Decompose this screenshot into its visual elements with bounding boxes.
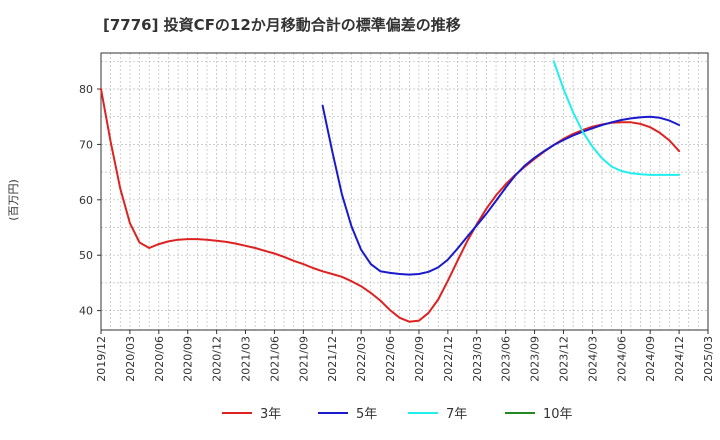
legend-label-1: 3年: [260, 407, 281, 422]
x-tick-label: 2022/03: [355, 336, 368, 382]
x-tick-label: 2025/03: [702, 336, 715, 382]
x-tick-label: 2024/09: [644, 336, 657, 382]
grid-lines: [100, 53, 709, 330]
x-tick-label: 2019/12: [95, 336, 108, 382]
chart-title: [7776] 投資CFの12か月移動合計の標準偏差の推移: [103, 16, 461, 34]
x-axis-ticks: 2019/12 2020/03 2020/06 2020/09 2020/12 2021/…: [95, 330, 715, 382]
y-tick-label: 70: [79, 138, 93, 151]
x-tick-label: 2021/03: [240, 336, 253, 382]
x-tick-label: 2021/06: [268, 336, 281, 382]
legend-label-4: 10年: [543, 407, 573, 422]
x-tick-label: 2023/03: [471, 336, 484, 382]
series-line-3: [552, 60, 681, 176]
y-tick-label: 80: [79, 83, 93, 96]
x-tick-label: 2023/12: [557, 336, 570, 382]
x-tick-label: 2024/06: [615, 336, 628, 382]
x-tick-label: 2023/09: [529, 336, 542, 382]
x-tick-label: 2022/06: [384, 336, 397, 382]
x-tick-label: 2022/09: [413, 336, 426, 382]
series-lines: [100, 60, 681, 323]
y-axis-ticks: 40 50 60 70 80: [79, 83, 101, 318]
x-tick-label: 2024/12: [673, 336, 686, 382]
x-tick-label: 2024/03: [586, 336, 599, 382]
x-tick-label: 2020/12: [211, 336, 224, 382]
series-line-2: [321, 104, 681, 276]
x-tick-label: 2020/09: [182, 336, 195, 382]
y-tick-label: 40: [79, 305, 93, 318]
x-tick-label: 2021/12: [326, 336, 339, 382]
y-tick-label: 60: [79, 194, 93, 207]
x-tick-label: 2022/12: [442, 336, 455, 382]
x-tick-label: 2023/06: [500, 336, 513, 382]
y-tick-label: 50: [79, 249, 93, 262]
x-tick-label: 2021/09: [297, 336, 310, 382]
plot-border: [100, 52, 709, 331]
legend-label-3: 7年: [446, 407, 467, 422]
plot-area: [101, 53, 708, 330]
x-tick-label: 2020/06: [153, 336, 166, 382]
x-tick-label: 2020/03: [124, 336, 137, 382]
y-axis-label: (百万円): [7, 179, 20, 221]
legend-label-2: 5年: [356, 407, 377, 422]
legend: 3年 5年 7年 10年: [222, 407, 573, 422]
